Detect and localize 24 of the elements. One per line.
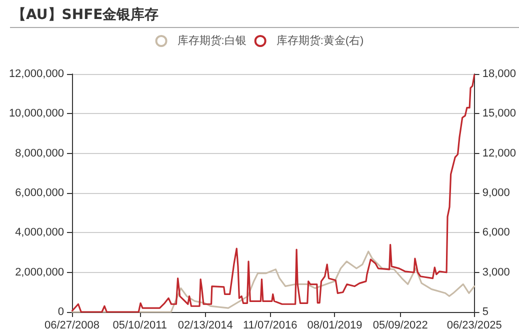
legend-label: 库存期货:黄金(右) [276, 34, 364, 47]
y-tick-label: 10,000,000 [8, 108, 64, 120]
x-tick-label: 11/07/2016 [242, 320, 298, 332]
y2-tick-label: 5 [482, 306, 488, 318]
chart-title: 【AU】SHFE金银库存 [12, 6, 159, 24]
y-tick-label: 2,000,000 [15, 266, 64, 278]
y2-tick-label: 18,000 [482, 68, 516, 80]
y-tick-label: 6,000,000 [15, 187, 64, 199]
x-tick-label: 05/09/2022 [372, 320, 428, 332]
y-tick-label: 8,000,000 [15, 147, 64, 160]
x-tick-label: 02/13/2014 [178, 320, 233, 332]
y-tick-label: 12,000,000 [8, 68, 64, 80]
y2-tick-label: 15,000 [482, 108, 516, 120]
x-tick-label: 06/27/2008 [44, 320, 100, 332]
x-tick-label: 05/10/2011 [112, 320, 168, 332]
y2-tick-label: 3,000 [482, 266, 510, 278]
legend-label: 库存期货:白银 [177, 34, 246, 47]
y2-tick-label: 6,000 [482, 226, 510, 239]
x-tick-label: 06/23/2025 [446, 320, 502, 332]
x-tick-label: 08/01/2019 [307, 320, 362, 332]
y-tick-label: 4,000,000 [15, 226, 64, 239]
y2-tick-label: 12,000 [482, 147, 516, 160]
y2-tick-label: 9,000 [482, 187, 510, 200]
y-tick-label: 0 [58, 306, 64, 318]
